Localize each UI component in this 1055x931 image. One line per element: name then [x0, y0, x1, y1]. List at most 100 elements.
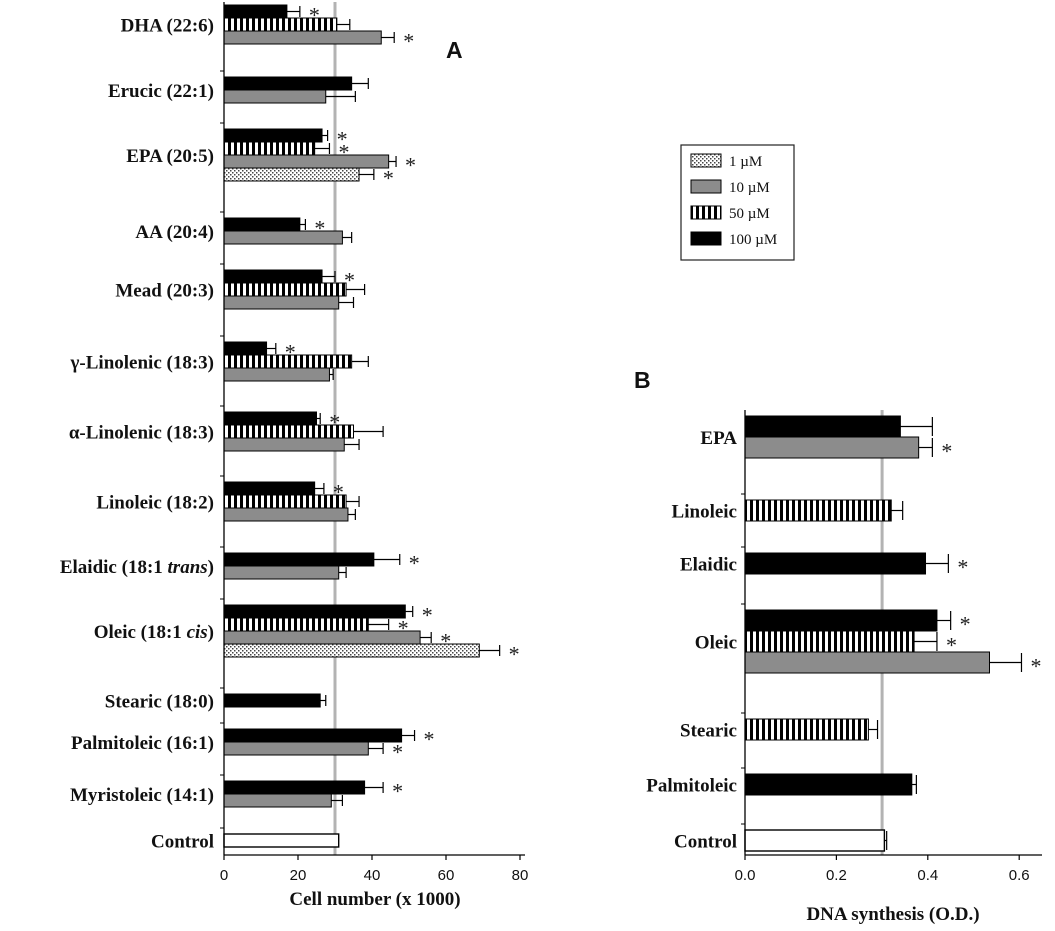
panel-b-significance-star-elaidic-100: *: [957, 555, 968, 580]
legend-swatch-10um: [690, 179, 722, 194]
panel-b-bar-stearic-50: [744, 718, 869, 741]
panel-a-bar-oleic-18-1-cis-100: [223, 604, 406, 619]
panel-a-bar-epa-20-5-1: [223, 167, 360, 182]
panel-a-bar-erucic-22-1-100: [223, 76, 353, 91]
panel-a-x-tick-label: 80: [512, 867, 529, 884]
panel-b-bar-elaidic-100: [744, 552, 927, 575]
panel-b-x-tick-label: 0.4: [917, 867, 938, 884]
panel-a-category-label: EPA (20:5): [126, 146, 214, 167]
panel-a-x-tick-label: 0: [220, 867, 228, 884]
panel-a-bar-dha-22-6-10: [223, 30, 382, 45]
panel-b-category-label: Linoleic: [672, 502, 737, 523]
panel-b-category-label: Stearic: [680, 721, 737, 742]
panel-a-significance-star-dha-22-6-100: *: [309, 3, 320, 28]
panel-a-significance-star-mead-20-3-100: *: [344, 268, 355, 293]
panel-a-bar-palmitoleic-16-1-100: [223, 728, 403, 743]
panel-b-bar-epa-100: [744, 415, 901, 438]
panel-a-category-label: Elaidic (18:1 trans): [60, 557, 214, 578]
panel-b-bar-oleic-100: [744, 609, 938, 632]
panel-a-bar-aa-20-4-100: [223, 217, 301, 232]
panel-a-bar-linoleic-18-2-10: [223, 507, 349, 522]
panel-a-bar-control-control: [223, 833, 340, 848]
panel-a-bar-linolenic-18-3-10: [223, 437, 345, 452]
panel-b-significance-star-oleic-100: *: [960, 612, 971, 637]
legend-swatch-1um: [690, 153, 722, 168]
panel-a-bar-myristoleic-14-1-100: [223, 780, 366, 795]
panel-a-x-tick-label: 60: [438, 867, 455, 884]
panel-a-bar-mead-20-3-100: [223, 269, 323, 284]
panel-a-bar-mead-20-3-50: [223, 282, 347, 297]
panel-a-bar-myristoleic-14-1-10: [223, 793, 332, 808]
panel-a-category-label: DHA (22:6): [121, 16, 214, 37]
panel-b-x-tick-label: 0.6: [1009, 867, 1030, 884]
panel-a-significance-star-oleic-18-1-cis-1: *: [509, 642, 520, 667]
panel-a-bar-linoleic-18-2-100: [223, 481, 316, 496]
legend-swatch-50um: [690, 205, 722, 220]
legend-label-1um: 1 µM: [729, 154, 762, 170]
panel-a-bar-epa-20-5-10: [223, 154, 390, 169]
panel-b-category-label: Control: [674, 832, 737, 853]
legend-label-10um: 10 µM: [729, 180, 770, 196]
panel-a-significance-star-palmitoleic-16-1-10: *: [392, 740, 403, 765]
panel-a-bar-linolenic-18-3-10: [223, 367, 330, 382]
panel-a-bar-mead-20-3-10: [223, 295, 340, 310]
panel-a-significance-star-epa-20-5-100: *: [337, 127, 348, 152]
panel-a-significance-star-epa-20-5-50: *: [338, 140, 349, 165]
panel-a-category-label: Myristoleic (14:1): [70, 785, 214, 806]
panel-a-bar-stearic-18-0-100: [223, 693, 321, 708]
panel-a-significance-star-linolenic-18-3-100: *: [285, 340, 296, 365]
panel-a-significance-star-elaidic-18-1-trans-100: *: [409, 551, 420, 576]
panel-b-significance-star-oleic-10: *: [1030, 654, 1041, 679]
panel-a-category-label: Control: [151, 832, 214, 853]
panel-a-category-label: α-Linolenic (18:3): [69, 423, 214, 444]
legend-label-50um: 50 µM: [729, 206, 770, 222]
panel-a-significance-star-myristoleic-14-1-100: *: [392, 779, 403, 804]
panel-a-bar-epa-20-5-50: [223, 141, 316, 156]
panel-a-x-tick-label: 20: [290, 867, 307, 884]
panel-a-bar-elaidic-18-1-trans-10: [223, 565, 340, 580]
panel-b-x-tick-label: 0.2: [826, 867, 847, 884]
panel-a-category-label: Oleic (18:1 cis): [94, 622, 214, 643]
panel-a-category-label: Linoleic (18:2): [96, 493, 214, 514]
panel-b-bar-oleic-50: [744, 630, 915, 653]
panel-a-significance-star-epa-20-5-1: *: [383, 166, 394, 191]
panel-a-category-label: Stearic (18:0): [105, 692, 214, 713]
panel-a-significance-star-dha-22-6-10: *: [403, 29, 414, 54]
panel-a-category-label: Mead (20:3): [115, 281, 214, 302]
panel-b-category-label: EPA: [700, 428, 737, 449]
panel-a-category-label: γ-Linolenic (18:3): [70, 353, 214, 374]
panel-a-bar-epa-20-5-100: [223, 128, 323, 143]
panel-a-bar-linolenic-18-3-100: [223, 411, 317, 426]
panel-a-x-axis-title: Cell number (x 1000): [289, 889, 460, 910]
panel-a-category-label: Palmitoleic (16:1): [71, 733, 214, 754]
panel-b-bar-epa-10: [744, 436, 920, 459]
panel-a-significance-star-oleic-18-1-cis-10: *: [440, 629, 451, 654]
panel-a-significance-star-epa-20-5-10: *: [405, 153, 416, 178]
panel-b-bar-control-control: [744, 829, 886, 852]
panel-b-significance-star-epa-10: *: [941, 439, 952, 464]
panel-a-x-tick-label: 40: [364, 867, 381, 884]
panel-a-bar-erucic-22-1-10: [223, 89, 327, 104]
panel-a-significance-star-linoleic-18-2-100: *: [333, 480, 344, 505]
panel-a-bar-linoleic-18-2-50: [223, 494, 347, 509]
panel-b-x-axis-title: DNA synthesis (O.D.): [806, 904, 979, 925]
panel-a-bar-dha-22-6-50: [223, 17, 338, 32]
panel-a-bar-oleic-18-1-cis-10: [223, 630, 421, 645]
panel-a-label: A: [446, 37, 463, 63]
panel-b-category-label: Oleic: [695, 633, 737, 654]
legend-label-100um: 100 µM: [729, 232, 777, 248]
panel-b-category-label: Elaidic: [680, 555, 737, 576]
panel-a-bar-elaidic-18-1-trans-100: [223, 552, 375, 567]
legend-swatch-100um: [690, 231, 722, 246]
panel-a-significance-star-linolenic-18-3-100: *: [329, 410, 340, 435]
panel-a-bar-dha-22-6-100: [223, 4, 288, 19]
panel-b-category-label: Palmitoleic: [646, 776, 737, 797]
panel-a-bar-linolenic-18-3-100: [223, 341, 268, 356]
panel-a-significance-star-oleic-18-1-cis-50: *: [398, 616, 409, 641]
panel-a-category-label: Erucic (22:1): [108, 81, 214, 102]
panel-a-significance-star-oleic-18-1-cis-100: *: [422, 603, 433, 628]
panel-b-significance-star-oleic-50: *: [946, 633, 957, 658]
panel-b-label: B: [634, 367, 651, 393]
panel-b-bar-palmitoleic-100: [744, 773, 913, 796]
panel-a-significance-star-aa-20-4-100: *: [314, 216, 325, 241]
